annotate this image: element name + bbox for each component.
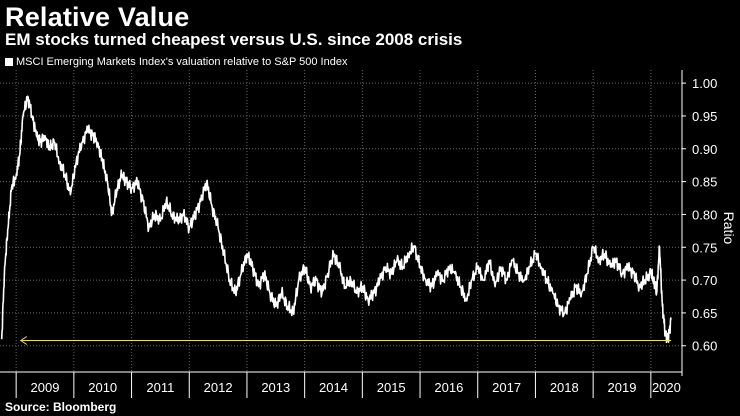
legend-label: MSCI Emerging Markets Index's valuation … — [16, 56, 348, 68]
y-tick-label: 1.00 — [692, 76, 717, 91]
y-tick-label: 0.85 — [692, 175, 717, 190]
y-tick-label: 0.65 — [692, 306, 717, 321]
x-tick-label: 2012 — [204, 380, 233, 395]
gridlines — [0, 70, 682, 372]
x-axis: 2009 2010 2011 2012 2013 2014 2015 2016 2017 2018… — [0, 371, 682, 398]
x-tick-label: 2010 — [88, 380, 117, 395]
x-tick-label: 2014 — [319, 380, 348, 395]
x-tick-label: 2020 — [652, 380, 681, 395]
x-tick-label: 2017 — [492, 380, 521, 395]
y-tick-label: 0.60 — [692, 339, 717, 354]
source-note: Source: Bloomberg — [5, 400, 117, 414]
y-tick-label: 0.70 — [692, 273, 717, 288]
x-tick-label: 2013 — [261, 380, 290, 395]
annotation-arrow-head — [19, 336, 28, 345]
y-tick-label: 0.75 — [692, 240, 717, 255]
y-tick-label: 0.80 — [692, 207, 717, 222]
y-tick-label: 0.95 — [692, 109, 717, 124]
y-tick-label: 0.90 — [692, 142, 717, 157]
x-tick-label: 2016 — [434, 380, 463, 395]
series-layer — [0, 95, 672, 344]
x-tick-label: 2015 — [377, 380, 406, 395]
y-axis-title: Ratio — [721, 212, 737, 245]
x-tick-label: 2019 — [608, 380, 637, 395]
x-tick-label: 2011 — [146, 380, 174, 395]
chart-subtitle: EM stocks turned cheapest versus U.S. si… — [5, 30, 463, 49]
chart-title: Relative Value — [5, 2, 190, 32]
x-tick-label: 2009 — [31, 380, 60, 395]
legend: MSCI Emerging Markets Index's valuation … — [5, 56, 347, 68]
y-axis: 0.60 0.65 0.70 0.75 0.80 0.85 0.90 0.95 1.00 — [681, 70, 717, 376]
x-tick-label: 2018 — [550, 380, 579, 395]
series-line — [0, 95, 672, 344]
legend-swatch — [5, 58, 13, 66]
annotation-layer — [19, 336, 672, 345]
